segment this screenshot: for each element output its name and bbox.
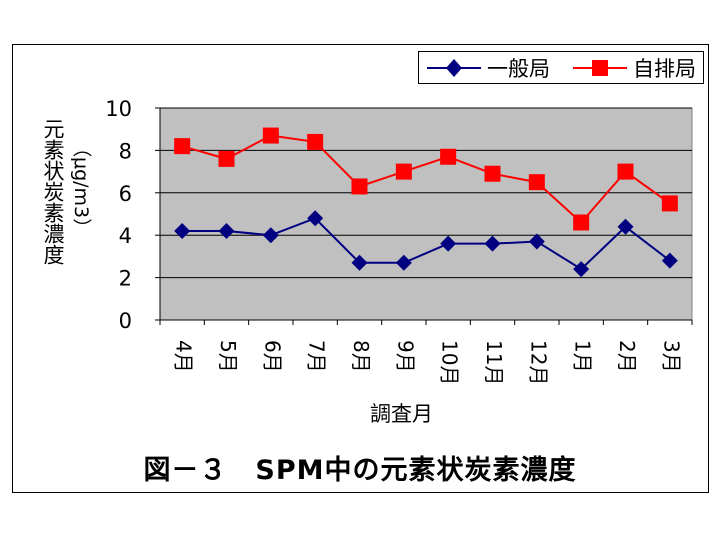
series-1-point-3 [307,133,324,150]
series-0-point-5 [395,254,412,271]
series-0-point-11 [661,252,678,269]
x-tick-label-11: 3月 [659,340,683,373]
y-tick-label-4: 8 [119,139,132,163]
series-0-point-7 [484,235,501,252]
series-1-point-0 [174,138,191,155]
x-tick-label-2: 6月 [260,340,284,373]
y-tick-label-2: 4 [119,224,132,248]
series-1-point-5 [395,163,412,180]
series-0-point-0 [174,222,191,239]
series-line-0 [182,217,671,271]
y-tick-label-0: 0 [119,309,132,333]
series-0-point-1 [218,222,235,239]
series-0-point-10 [617,218,634,235]
x-tick-label-4: 8月 [349,340,373,373]
legend-marker-ippan [427,59,481,77]
y-axis-label-main: 元素状炭素濃度 [41,118,65,265]
y-axis-label: 元素状炭素濃度 （μg/m3） [28,118,108,308]
x-tick-label-5: 9月 [393,340,417,373]
series-0-point-8 [528,233,545,250]
legend-item-ippan: 一般局 [425,52,550,83]
legend: 一般局 自排局 [418,51,704,84]
chart-title: 図－３ SPM中の元素状炭素濃度 [143,455,577,486]
series-1-point-2 [262,127,279,144]
x-tick-label-0: 4月 [172,340,196,373]
x-tick-label-7: 11月 [482,340,506,385]
legend-label-ippan: 一般局 [487,56,550,81]
x-axis-label: 調査月 [370,402,433,426]
x-tick-label-9: 1月 [571,340,595,373]
series-1-point-1 [218,150,235,167]
plot-area [159,107,693,321]
series-0-point-4 [351,254,368,271]
series-0-point-3 [307,210,324,227]
series-0-point-2 [262,227,279,244]
legend-marker-jihai [573,60,627,76]
y-tick-label-5: 10 [105,97,132,121]
series-1-point-6 [440,148,457,165]
x-tick-label-10: 2月 [615,340,639,373]
legend-item-jihai: 自排局 [571,52,696,83]
x-tick-label-1: 5月 [216,340,240,373]
y-axis-label-unit: （μg/m3） [70,138,92,238]
legend-label-jihai: 自排局 [633,56,696,81]
y-tick-label-1: 2 [119,267,132,291]
series-0-point-6 [440,235,457,252]
x-tick-label-6: 10月 [438,340,462,385]
y-tick-label-3: 6 [119,182,132,206]
x-tick-label-3: 7月 [305,340,329,373]
series-1-point-10 [617,163,634,180]
series-1-point-4 [351,178,368,195]
series-1-point-7 [484,165,501,182]
series-1-point-8 [528,174,545,191]
series-1-point-11 [661,195,678,212]
series-0-point-9 [573,261,590,278]
x-tick-label-8: 12月 [526,340,550,385]
series-1-point-9 [573,214,590,231]
